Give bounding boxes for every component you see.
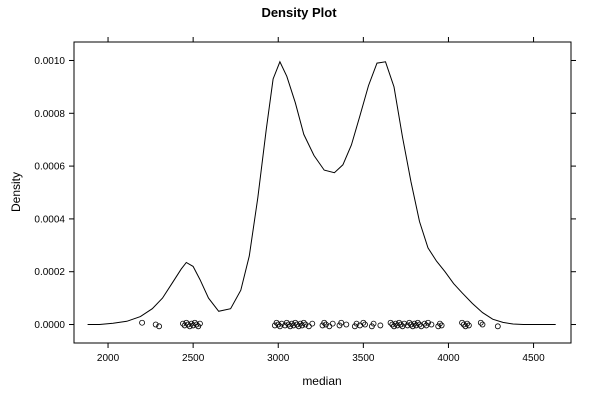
- x-tick-label: 4000: [437, 353, 460, 364]
- rug-point: [329, 320, 336, 327]
- rug-point: [362, 321, 368, 328]
- rug-point: [421, 320, 428, 327]
- rug-point: [275, 321, 282, 328]
- rug-point: [156, 323, 163, 330]
- rug-point: [309, 320, 316, 327]
- x-axis: 2000 2500 3000 3500 4000 4500: [97, 37, 545, 364]
- rug-point: [428, 321, 435, 328]
- rug-point: [377, 322, 384, 329]
- rug-point: [152, 321, 159, 328]
- rug-point: [338, 319, 345, 326]
- rug-point: [343, 321, 350, 328]
- rug-point: [479, 321, 486, 328]
- rug-point: [139, 319, 145, 326]
- rug-point: [300, 319, 307, 326]
- y-tick-label: 0.0008: [34, 109, 65, 120]
- x-axis-label: median: [302, 374, 341, 388]
- rug-point: [477, 319, 484, 326]
- rug-point: [370, 320, 377, 327]
- rug-point: [197, 320, 203, 327]
- x-tick-label: 2000: [97, 353, 120, 364]
- y-tick-label: 0.0010: [34, 56, 65, 67]
- rug-point: [414, 319, 421, 326]
- rug-point: [494, 323, 501, 330]
- rug-point: [425, 319, 431, 326]
- y-tick-label: 0.0000: [34, 320, 65, 331]
- rug-point: [464, 320, 471, 327]
- y-tick-label: 0.0002: [34, 267, 65, 278]
- rug-point: [321, 319, 328, 326]
- y-tick-label: 0.0006: [34, 162, 65, 173]
- density-curve: [87, 60, 556, 325]
- rug-point: [323, 321, 329, 328]
- rug-point: [465, 322, 472, 329]
- rug-point: [193, 321, 200, 328]
- rug-point: [360, 319, 367, 326]
- rug-point: [302, 321, 309, 328]
- x-tick-label: 3500: [352, 353, 375, 364]
- rug-point: [438, 322, 445, 329]
- chart-title: Density Plot: [261, 5, 337, 20]
- y-axis-label: Density: [9, 172, 23, 212]
- x-tick-label: 2500: [182, 353, 205, 364]
- rug-point: [353, 320, 360, 327]
- x-tick-label: 3000: [267, 353, 290, 364]
- rug-point: [397, 321, 404, 328]
- rug-marks: [139, 319, 501, 330]
- rug-point: [437, 320, 443, 327]
- x-tick-label: 4500: [522, 353, 545, 364]
- plot-frame: [73, 41, 572, 344]
- y-tick-label: 0.0004: [34, 214, 65, 225]
- y-axis: 0.0000 0.0002 0.0004 0.0006 0.0008 0.0010: [34, 56, 576, 331]
